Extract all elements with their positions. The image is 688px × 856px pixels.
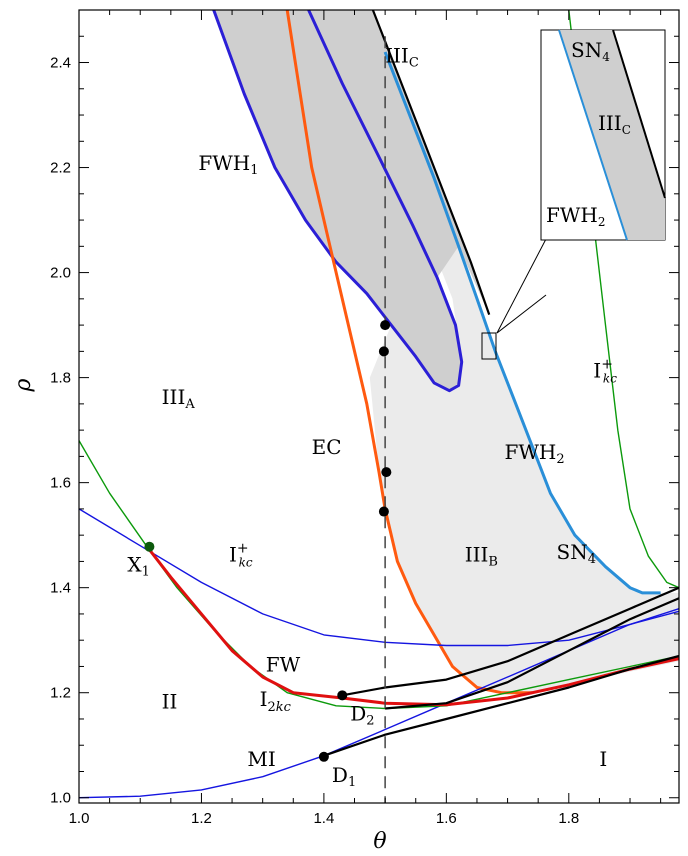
inset: SN4 IIIC FWH2 — [481, 29, 666, 360]
inset-fwh2-label: FWH2 — [546, 203, 606, 229]
region-label-0: IIIC — [385, 44, 419, 71]
region-label-1: FWH1 — [198, 151, 258, 178]
inset-iii-c-label: IIIC — [598, 111, 631, 137]
region-iii-b-shade — [369, 52, 679, 693]
x-tick-label: 1.8 — [558, 810, 579, 827]
y-tick-label: 2.4 — [50, 55, 71, 72]
region-iii-c-upper-shade — [308, 10, 490, 315]
marked-point-5 — [381, 467, 392, 478]
x-tick-label: 1.4 — [313, 810, 334, 827]
y-tick-label: 1.2 — [50, 685, 71, 702]
axis-ticks: 1.0 1.2 1.4 1.6 1.8 1.0 1.2 1.4 1.6 1.8 2.0 2.2 2.4 — [50, 10, 679, 827]
inset-zoom-box — [481, 332, 497, 360]
region-label-14: I — [599, 747, 607, 771]
curves — [78, 9, 680, 799]
curve-sn4-10 — [385, 597, 680, 710]
curve-sn4-11 — [323, 654, 680, 757]
inset-sn4-label: SN4 — [571, 38, 610, 64]
region-label-7: I+ kc — [229, 540, 253, 569]
plot-frame — [78, 9, 680, 804]
region-label-4: FWH2 — [505, 440, 565, 467]
x-axis-title: θ — [373, 829, 386, 854]
region-label-13: MI — [247, 747, 275, 771]
region-label-3: EC — [312, 435, 342, 459]
y-tick-label: 1.0 — [50, 790, 71, 807]
y-tick-label: 2.2 — [50, 160, 71, 177]
inset-shade — [559, 30, 665, 240]
marked-point-1 — [337, 690, 348, 701]
point-label-D1: D1 — [332, 763, 356, 790]
region-label-12: II — [162, 689, 178, 713]
marked-point-2 — [318, 751, 329, 762]
region-label-5: SN4 — [557, 540, 596, 567]
curve-ik_plus-5 — [78, 608, 680, 799]
region-label-8: I+ kc — [593, 357, 617, 386]
y-tick-label: 1.4 — [50, 580, 71, 597]
x-tick-label: 1.0 — [69, 810, 90, 827]
y-axis-title: ρ — [11, 378, 36, 392]
y-tick-label: 1.6 — [50, 475, 71, 492]
x-tick-label: 1.6 — [436, 810, 457, 827]
marked-point-6 — [378, 506, 389, 517]
inset-fwh2-line — [558, 29, 628, 241]
marked-point-0 — [144, 541, 155, 552]
marked-point-4 — [378, 346, 389, 357]
region-label-11: I2kc — [260, 687, 292, 715]
shaded-regions — [213, 10, 679, 693]
inset-connector-bottom — [496, 294, 547, 334]
y-tick-label: 1.8 — [50, 370, 71, 387]
curve-fwh2-2 — [383, 51, 661, 595]
curve-fwh1-0 — [212, 9, 464, 393]
point-label-D2: D2 — [350, 701, 374, 728]
marked-point-3 — [380, 320, 391, 331]
curve-sn4-3 — [371, 9, 491, 315]
region-label-2: IIIA — [162, 385, 196, 412]
region-iii-c-shade — [213, 10, 462, 391]
y-tick-label: 2.0 — [50, 265, 71, 282]
region-label-9: FW — [266, 653, 301, 677]
inset-sn4-line — [612, 29, 666, 199]
point-label-X1: X1 — [127, 553, 150, 580]
x-tick-label: 1.2 — [191, 810, 212, 827]
inset-connector-top — [496, 238, 547, 334]
